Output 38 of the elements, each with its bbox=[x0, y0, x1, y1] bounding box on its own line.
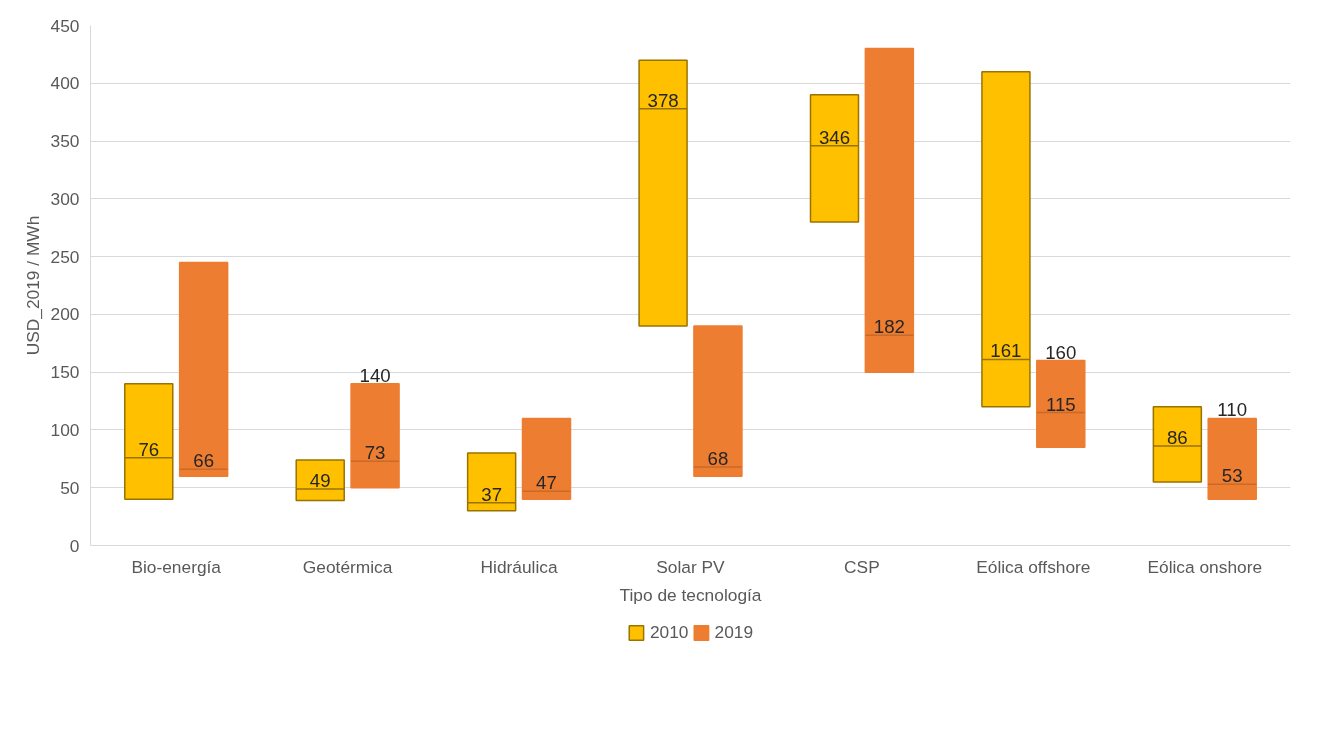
x-axis-title: Tipo de tecnología bbox=[619, 584, 762, 605]
y-tick-label: 350 bbox=[50, 131, 80, 152]
y-tick-label: 300 bbox=[50, 188, 80, 209]
annotation: 68 bbox=[707, 447, 729, 469]
legend-label: 2019 bbox=[714, 621, 754, 643]
x-tick-label: Solar PV bbox=[656, 556, 726, 577]
annotation: 378 bbox=[647, 89, 679, 111]
legend-label: 2010 bbox=[649, 621, 689, 643]
annotation: 66 bbox=[193, 450, 215, 472]
x-tick-label: Eólica offshore bbox=[976, 556, 1091, 577]
y-tick-label: 400 bbox=[50, 73, 80, 94]
annotation: 73 bbox=[364, 442, 386, 464]
annotation: 76 bbox=[138, 438, 160, 460]
y-tick-label: 150 bbox=[50, 362, 80, 383]
x-tick-label: Geotérmica bbox=[302, 556, 393, 577]
x-tick-label: CSP bbox=[844, 556, 880, 577]
y-axis-title: USD_2019 / MWh bbox=[22, 215, 43, 356]
annotation: 110 bbox=[1217, 399, 1248, 421]
y-tick-label: 50 bbox=[60, 477, 80, 498]
y-tick-label: 250 bbox=[50, 246, 80, 267]
annotation: 346 bbox=[818, 126, 851, 148]
annotation: 160 bbox=[1045, 341, 1077, 363]
annotation: 53 bbox=[1221, 465, 1243, 487]
annotation: 161 bbox=[990, 340, 1022, 362]
annotation: 47 bbox=[536, 472, 557, 494]
y-tick-label: 450 bbox=[50, 15, 80, 36]
y-tick-label: 0 bbox=[69, 535, 80, 556]
x-tick-label: Bio-energía bbox=[131, 556, 222, 577]
x-tick-label: Hidráulica bbox=[480, 556, 558, 577]
y-tick-label: 100 bbox=[50, 419, 80, 440]
annotation: 182 bbox=[873, 316, 905, 338]
annotation: 115 bbox=[1045, 393, 1076, 415]
x-tick-label: Eólica onshore bbox=[1147, 556, 1263, 577]
y-tick-label: 200 bbox=[50, 304, 80, 325]
annotation: 37 bbox=[481, 483, 503, 505]
annotation: 86 bbox=[1166, 427, 1188, 449]
annotation: 140 bbox=[359, 364, 391, 386]
annotation: 49 bbox=[309, 469, 331, 491]
